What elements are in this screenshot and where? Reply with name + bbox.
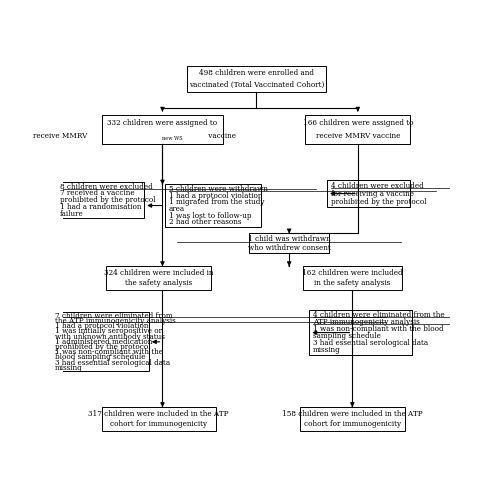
Text: with unknown antibody status: with unknown antibody status <box>55 332 165 340</box>
Text: the ATP immunogenicity analysis: the ATP immunogenicity analysis <box>55 317 176 325</box>
Text: 324 children were included in: 324 children were included in <box>104 269 214 277</box>
Text: prohibited by the protocol: prohibited by the protocol <box>60 196 156 204</box>
Text: 4 children were eliminated from the: 4 children were eliminated from the <box>313 310 445 318</box>
Text: 158 children were included in the ATP: 158 children were included in the ATP <box>282 410 422 418</box>
Text: 7 received a vaccine: 7 received a vaccine <box>60 190 134 198</box>
FancyBboxPatch shape <box>102 114 223 144</box>
Text: ATP immunogenicity analysis: ATP immunogenicity analysis <box>313 318 420 326</box>
Text: area: area <box>168 205 185 213</box>
Text: 1 migrated from the study: 1 migrated from the study <box>168 198 264 206</box>
Text: 166 children were assigned to: 166 children were assigned to <box>302 119 413 127</box>
Text: prohibited by the protocol: prohibited by the protocol <box>55 343 151 351</box>
Text: for receiving a vaccine: for receiving a vaccine <box>331 190 414 198</box>
FancyBboxPatch shape <box>102 408 216 431</box>
FancyBboxPatch shape <box>305 114 410 144</box>
Text: cohort for immunogenicity: cohort for immunogenicity <box>304 420 401 428</box>
Text: 5 children were withdrawn: 5 children were withdrawn <box>168 185 268 193</box>
Text: 1 was lost to follow-up: 1 was lost to follow-up <box>168 212 251 220</box>
FancyBboxPatch shape <box>186 66 326 92</box>
Text: sampling schedule: sampling schedule <box>313 332 381 340</box>
Text: missing: missing <box>55 364 83 372</box>
Text: cohort for immunogenicity: cohort for immunogenicity <box>110 420 207 428</box>
Text: 1 had a randomisation: 1 had a randomisation <box>60 203 142 211</box>
Text: 2 had other reasons: 2 had other reasons <box>168 218 241 226</box>
Text: receive MMRV vaccine: receive MMRV vaccine <box>316 132 400 140</box>
Text: 1 administered medication: 1 administered medication <box>55 338 152 346</box>
Text: 1 was non-compliant with the blood: 1 was non-compliant with the blood <box>313 325 444 333</box>
Text: who withdrew consent: who withdrew consent <box>248 244 330 252</box>
Text: vaccinated (Total Vaccinated Cohort): vaccinated (Total Vaccinated Cohort) <box>188 80 324 88</box>
Text: 1 was non-compliant with the: 1 was non-compliant with the <box>55 348 163 356</box>
FancyBboxPatch shape <box>52 312 149 372</box>
Text: 1 had a protocol violation: 1 had a protocol violation <box>55 322 148 330</box>
Text: 8 children were excluded: 8 children were excluded <box>60 182 152 190</box>
Text: receive MMRV: receive MMRV <box>34 132 88 140</box>
Text: 317 children were included in the ATP: 317 children were included in the ATP <box>88 410 229 418</box>
Text: 1 had a protocol violation: 1 had a protocol violation <box>168 192 262 200</box>
Text: new WS: new WS <box>162 136 182 141</box>
FancyBboxPatch shape <box>310 310 412 356</box>
Text: 4 children were excluded: 4 children were excluded <box>331 182 424 190</box>
Text: failure: failure <box>60 210 84 218</box>
Text: 7 children were eliminated from: 7 children were eliminated from <box>55 312 173 320</box>
FancyBboxPatch shape <box>300 408 405 431</box>
FancyBboxPatch shape <box>165 184 261 226</box>
Text: blood sampling schedule: blood sampling schedule <box>55 354 146 362</box>
Text: in the safety analysis: in the safety analysis <box>314 280 390 287</box>
Text: 332 children were assigned to: 332 children were assigned to <box>108 119 218 127</box>
Text: 1 was initially seropositive or: 1 was initially seropositive or <box>55 328 162 336</box>
Text: missing: missing <box>313 346 341 354</box>
Text: the safety analysis: the safety analysis <box>125 280 192 287</box>
FancyBboxPatch shape <box>106 266 212 290</box>
FancyBboxPatch shape <box>327 180 410 207</box>
Text: 3 had essential serological data: 3 had essential serological data <box>313 340 428 347</box>
Text: 498 children were enrolled and: 498 children were enrolled and <box>199 70 314 78</box>
Text: 162 children were included: 162 children were included <box>302 269 402 277</box>
FancyBboxPatch shape <box>249 233 330 254</box>
Text: prohibited by the protocol: prohibited by the protocol <box>331 198 426 205</box>
FancyBboxPatch shape <box>303 266 402 290</box>
Text: vaccine: vaccine <box>206 132 236 140</box>
Text: 3 had essential serological data: 3 had essential serological data <box>55 358 170 366</box>
Text: 1 child was withdrawn: 1 child was withdrawn <box>248 235 330 243</box>
FancyBboxPatch shape <box>56 182 144 218</box>
